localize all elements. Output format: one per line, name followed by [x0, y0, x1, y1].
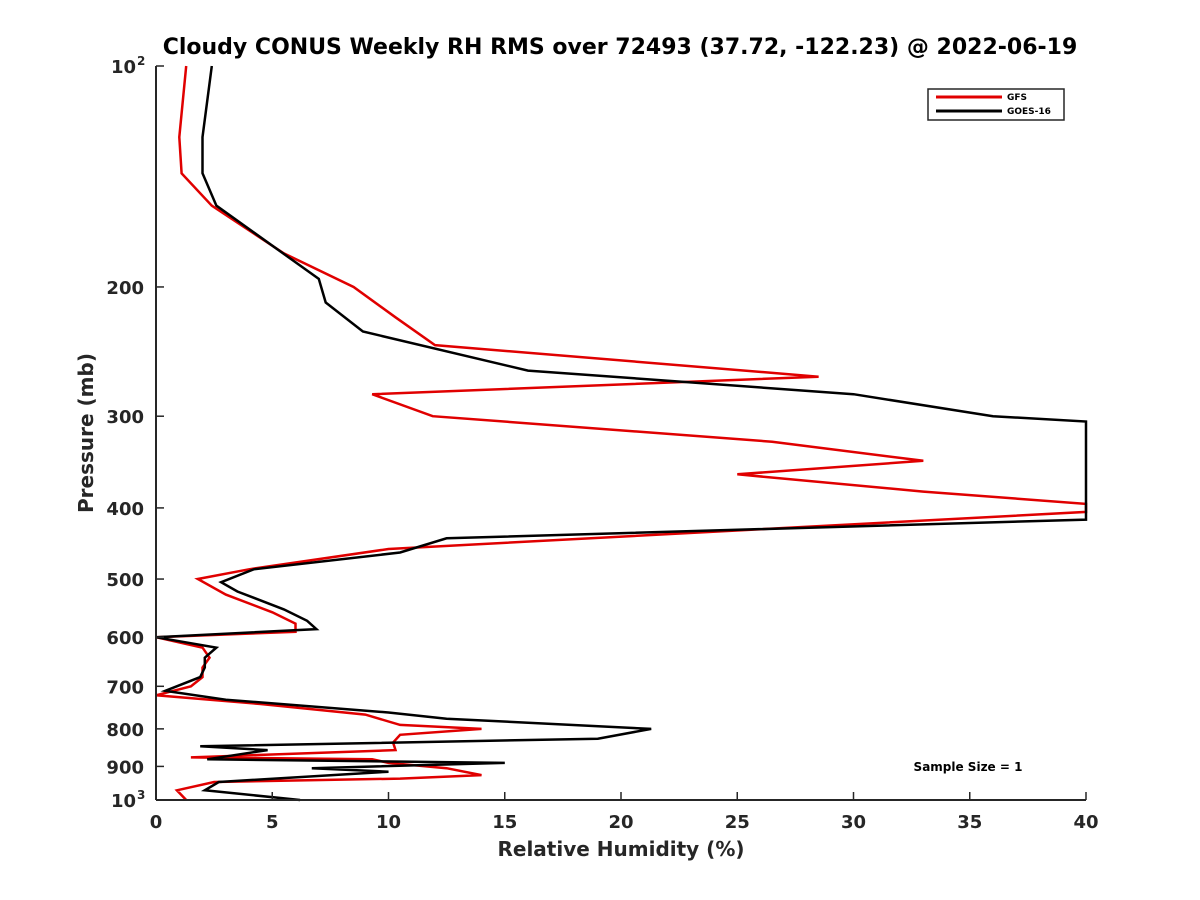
legend-label-gfs: GFS: [1007, 93, 1027, 103]
x-tick-label: 35: [957, 812, 982, 833]
legend-label-goes16: GOES-16: [1007, 107, 1051, 117]
legend: GFS GOES-16: [927, 88, 1065, 121]
y-tick-exponent: 3: [137, 788, 145, 802]
y-axis-label: Pressure (mb): [74, 353, 98, 513]
x-axis-label: Relative Humidity (%): [497, 837, 744, 861]
series-layer: [155, 65, 1088, 802]
sample-size-annotation: Sample Size = 1: [914, 760, 1023, 774]
x-tick-label: 15: [492, 812, 517, 833]
y-tick-label: 700: [106, 677, 144, 698]
x-tick-label: 25: [725, 812, 750, 833]
series-line-gfs: [155, 65, 1088, 801]
series-line-goes16: [155, 65, 1088, 802]
x-tick-label: 10: [376, 812, 401, 833]
x-tick-label: 5: [266, 812, 279, 833]
x-ticks: 0 5 10 15 20 25 30 35 40: [150, 792, 1099, 833]
chart-title: Cloudy CONUS Weekly RH RMS over 72493 (3…: [163, 35, 1078, 60]
y-tick-label: 10: [111, 57, 136, 78]
y-tick-label: 200: [106, 278, 144, 299]
y-tick-label: 500: [106, 570, 144, 591]
x-tick-label: 30: [841, 812, 866, 833]
y-tick-label: 400: [106, 499, 144, 520]
x-tick-label: 40: [1073, 812, 1098, 833]
x-tick-label: 20: [608, 812, 633, 833]
y-tick-label: 10: [111, 791, 136, 812]
y-tick-exponent: 2: [137, 54, 145, 68]
y-tick-label: 800: [106, 720, 144, 741]
x-tick-label: 0: [150, 812, 163, 833]
legend-box: [927, 88, 1065, 121]
y-tick-label: 900: [106, 757, 144, 778]
y-tick-label: 300: [106, 407, 144, 428]
y-tick-label: 600: [106, 628, 144, 649]
